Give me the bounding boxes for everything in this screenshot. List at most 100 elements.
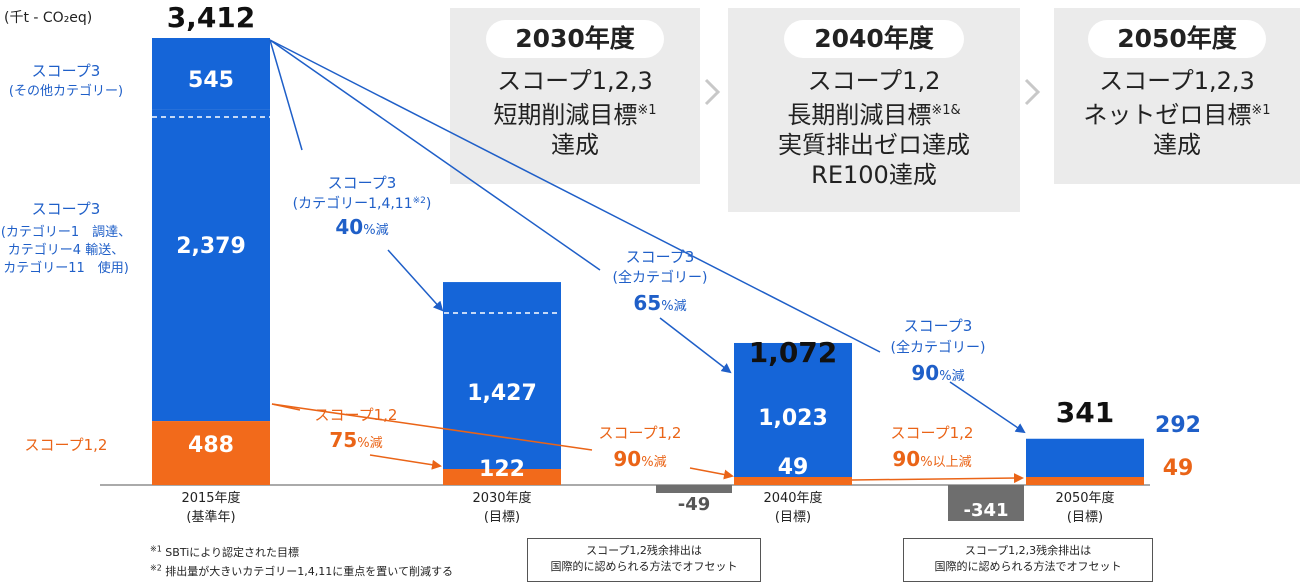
legend-scope12: スコープ1,2 — [25, 436, 108, 454]
annotation-40-value: 40%減 — [335, 215, 388, 239]
label-2050-offset: -341 — [963, 500, 1008, 521]
annotation-90-s12-title: スコープ1,2 — [599, 424, 682, 442]
legend-other-line2: (その他カテゴリー) — [9, 83, 123, 99]
x-tick-2030: 2030年度 (目標) — [472, 490, 531, 525]
total-2015: 3,412 — [167, 1, 256, 34]
label-2015-other: 545 — [188, 68, 234, 93]
goal-2050-line3: 達成 — [1153, 131, 1201, 159]
bar-2030-scope3 — [443, 282, 561, 470]
goal-2050-line1: スコープ1,2,3 — [1099, 67, 1255, 95]
goal-2040-line4: RE100達成 — [811, 161, 937, 189]
footnote-1-mark: ※1 — [150, 544, 162, 554]
goal-box-2030: 2030年度 スコープ1,2,3 短期削減目標※1 達成 — [450, 8, 700, 184]
bar-2015-scope3-other — [152, 38, 270, 110]
goal-2040-line3: 実質排出ゼロ達成 — [778, 131, 970, 159]
bar-2050-scope12 — [1026, 477, 1144, 485]
annotation-40-sub: (カテゴリー1,4,11※2) — [293, 195, 432, 212]
x-tick-2040: 2040年度 (目標) — [763, 490, 822, 525]
annotation-90plus-value: 90%以上減 — [892, 447, 971, 471]
goal-2030-line1: スコープ1,2,3 — [497, 67, 653, 95]
legend-other-line1: スコープ3 — [32, 62, 101, 80]
legend-scope3-other: スコープ3 (その他カテゴリー) — [9, 62, 123, 99]
goal-box-2040: 2040年度 スコープ1,2 長期削減目標※1& 実質排出ゼロ達成 RE100達… — [728, 8, 1020, 212]
x-tick-2050: 2050年度 (目標) — [1055, 490, 1114, 525]
label-2015-main: 2,379 — [176, 234, 246, 259]
footnote-1-text: SBTiにより認定された目標 — [165, 546, 300, 559]
x-tick-2015-year: 2015年度 — [181, 490, 240, 506]
x-tick-2015-note: (基準年) — [186, 509, 235, 525]
annotation-75-value: 75%減 — [329, 428, 382, 452]
offset-note-2050: スコープ1,2,3残余排出は 国際的に認められる方法でオフセット — [903, 538, 1153, 582]
annotation-75: スコープ1,2 75%減 — [315, 406, 398, 452]
x-tick-2030-year: 2030年度 — [472, 490, 531, 506]
footnote-2-text: 排出量が大きいカテゴリー1,4,11に重点を置いて削減する — [165, 565, 453, 578]
label-2050-s3: 292 — [1155, 413, 1201, 438]
total-2040: 1,072 — [749, 336, 838, 369]
x-tick-2040-note: (目標) — [775, 510, 811, 525]
annotation-65-sub: (全カテゴリー) — [613, 269, 708, 286]
annotation-90plus: スコープ1,2 90%以上減 — [891, 424, 974, 471]
goal-box-2050: 2050年度 スコープ1,2,3 ネットゼロ目標※1 達成 — [1054, 8, 1300, 184]
label-2040-s12: 49 — [778, 455, 809, 480]
bar-2050-offset — [948, 485, 1024, 521]
label-2040-s3: 1,023 — [758, 406, 828, 431]
bar-2040-scope3 — [734, 342, 852, 477]
label-2030-s3: 1,427 — [467, 381, 537, 406]
annotation-90-s12: スコープ1,2 90%減 — [599, 424, 682, 471]
footnote-1: ※1 SBTiにより認定された目標 — [150, 544, 299, 560]
goal-2040-line1: スコープ1,2 — [807, 67, 941, 95]
arrow-2015-2030-blue — [269, 39, 442, 310]
goal-text-2050: スコープ1,2,3 ネットゼロ目標※1 達成 — [1054, 66, 1300, 160]
bar-2040-scope12 — [734, 477, 852, 485]
legend-scope3-main: スコープ3 (カテゴリー1 調達、 カテゴリー4 輸送、 カテゴリー11 使用) — [1, 200, 131, 276]
goal-2030-line2: 短期削減目標 — [493, 101, 638, 129]
goal-2040-line2-note: ※1& — [931, 103, 961, 118]
label-2015-s12: 488 — [188, 433, 234, 458]
total-2050: 341 — [1056, 396, 1114, 429]
annotation-90-s3-value: 90%減 — [911, 361, 964, 385]
unit-label: (千t - CO₂eq) — [4, 10, 92, 26]
offset-note-2040-line2: 国際的に認められる方法でオフセット — [550, 560, 738, 573]
annotation-90-s3-sub: (全カテゴリー) — [891, 339, 986, 356]
legend-main-line3: カテゴリー4 輸送、 — [8, 242, 124, 258]
goal-text-2030: スコープ1,2,3 短期削減目標※1 達成 — [450, 66, 700, 160]
arrow-2015-2050-blue — [269, 39, 1024, 432]
label-2040-offset: -49 — [678, 494, 711, 515]
annotation-65: スコープ3 (全カテゴリー) 65%減 — [613, 248, 708, 315]
offset-note-2040-line1: スコープ1,2残余排出は — [586, 544, 702, 557]
goal-2040-line2: 長期削減目標 — [787, 101, 932, 129]
goal-2030-line3: 達成 — [551, 131, 599, 159]
goal-2050-line2-note: ※1 — [1251, 103, 1271, 118]
legend-main-line1: スコープ3 — [32, 200, 101, 218]
offset-note-2050-line1: スコープ1,2,3残余排出は — [964, 544, 1092, 557]
offset-note-2040: スコープ1,2残余排出は 国際的に認められる方法でオフセット — [527, 538, 761, 582]
x-tick-2040-year: 2040年度 — [763, 490, 822, 506]
annotation-40: スコープ3 (カテゴリー1,4,11※2) 40%減 — [293, 174, 432, 239]
arrow-2015-2040-orange — [271, 403, 732, 476]
label-2030-s12: 122 — [479, 457, 525, 482]
annotation-90plus-title: スコープ1,2 — [891, 424, 974, 442]
annotation-65-value: 65%減 — [633, 291, 686, 315]
bar-2015-scope12 — [152, 421, 270, 485]
goal-2030-line2-note: ※1 — [637, 103, 657, 118]
offset-note-2050-line2: 国際的に認められる方法でオフセット — [934, 560, 1122, 573]
footnote-2-mark: ※2 — [150, 563, 162, 573]
x-tick-2015: 2015年度 (基準年) — [181, 490, 240, 525]
annotation-90-s3: スコープ3 (全カテゴリー) 90%減 — [891, 317, 986, 385]
x-tick-2050-year: 2050年度 — [1055, 490, 1114, 506]
bar-2040-offset — [656, 485, 732, 493]
goal-chevron-1 — [704, 78, 721, 106]
legend-main-line4: カテゴリー11 使用) — [3, 260, 129, 276]
label-2050-s12: 49 — [1163, 456, 1194, 481]
footnote-2: ※2 排出量が大きいカテゴリー1,4,11に重点を置いて削減する — [150, 563, 453, 579]
annotation-75-title: スコープ1,2 — [315, 406, 398, 424]
goal-chevron-2 — [1024, 78, 1041, 106]
x-tick-2050-note: (目標) — [1067, 510, 1103, 525]
goal-2050-line2: ネットゼロ目標 — [1083, 101, 1252, 129]
bar-2030-scope12 — [443, 469, 561, 485]
arrow-2015-2040-blue — [269, 39, 730, 372]
legend-main-line2: (カテゴリー1 調達、 — [1, 224, 131, 240]
x-tick-2030-note: (目標) — [484, 510, 520, 525]
goal-year-2040: 2040年度 — [784, 20, 964, 58]
